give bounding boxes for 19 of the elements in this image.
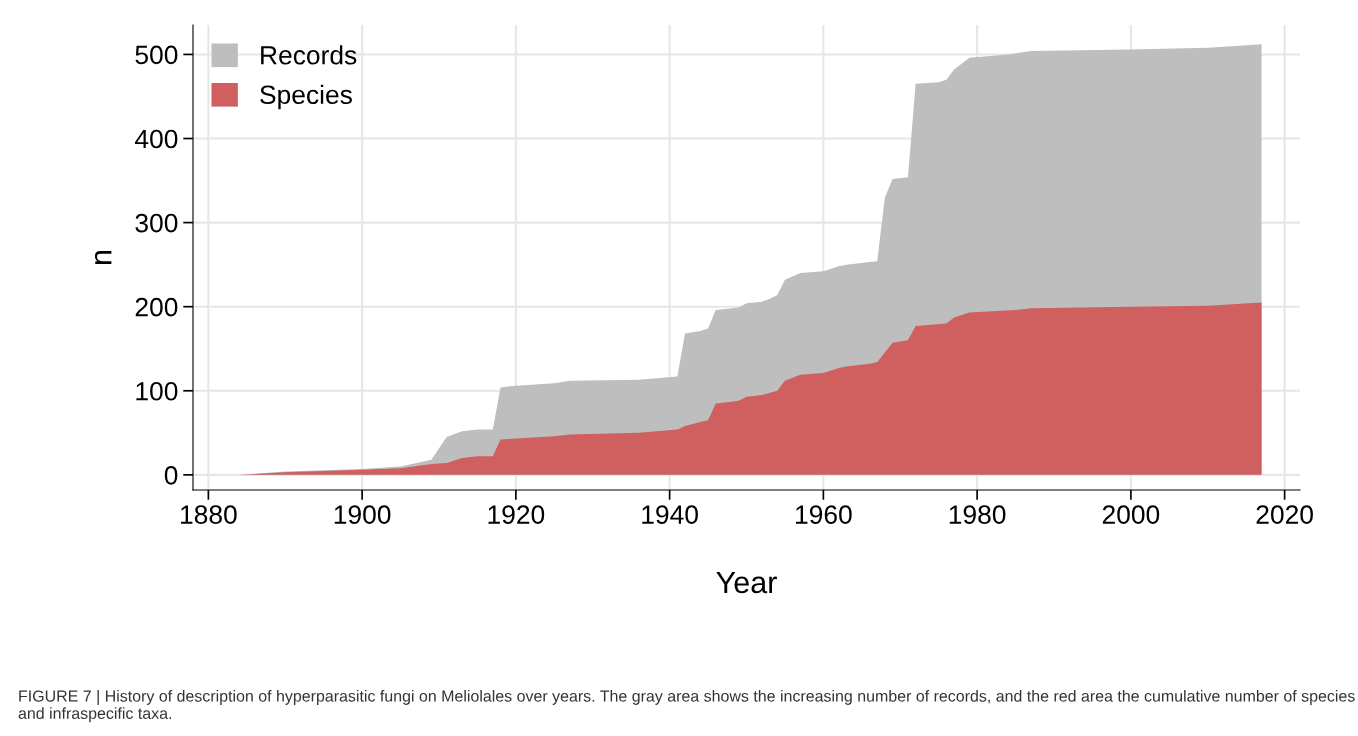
x-tick-label: 1960 <box>796 505 852 524</box>
legend-label: Records <box>261 45 357 65</box>
y-tick-label: 300 <box>135 213 178 233</box>
x-axis-title: Year <box>716 571 777 594</box>
y-tick-label: 400 <box>135 129 178 149</box>
x-tick-label: 1940 <box>642 505 698 524</box>
x-tick-label: 1880 <box>181 505 237 524</box>
x-tick-label: 2020 <box>1256 505 1313 524</box>
y-tick-label: 200 <box>135 297 178 317</box>
y-axis-title: n <box>94 250 112 264</box>
y-tick-label: 500 <box>135 45 178 65</box>
x-tick-label: 1980 <box>949 505 1006 524</box>
x-tick-label: 2000 <box>1102 505 1160 524</box>
y-tick-label: 0 <box>164 466 178 485</box>
y-tick-label: 100 <box>136 381 178 401</box>
caption: FIGURE 7 | History of description of hyperparasitic fungi on Meliolales over years. The gray area shows the increasing number of records, and the red area the cumulative number of species and infraspecific taxa. <box>18 690 1355 723</box>
legend-label: Species <box>260 84 352 110</box>
x-tick-label: 1920 <box>488 505 545 524</box>
x-tick-label: 1900 <box>334 505 391 524</box>
